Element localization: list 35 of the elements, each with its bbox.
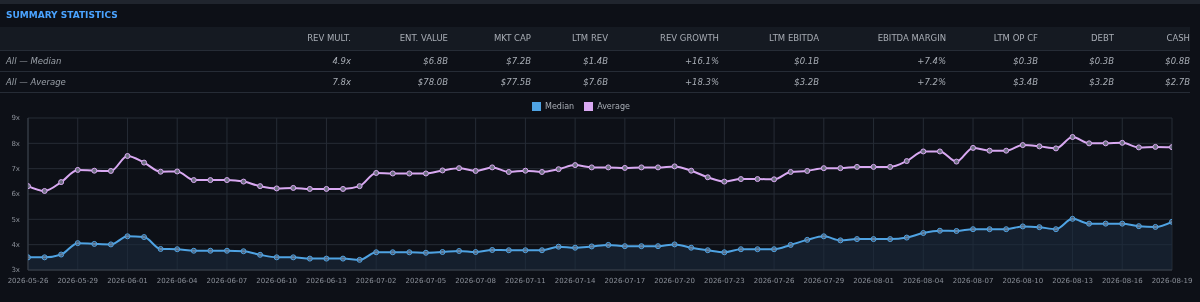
text: +7.4%: [917, 55, 946, 66]
category-label: All — Median: [6, 55, 62, 66]
text: $7.6B: [583, 76, 608, 87]
category-label: LTM REV: [571, 32, 608, 46]
text: $77.5B: [500, 76, 531, 87]
category-label: ENT. VALUE: [398, 32, 448, 46]
text: $78.0B: [417, 76, 448, 87]
legend-label: Median: [545, 102, 575, 111]
category-label: REV MULT.: [306, 32, 351, 46]
category-label: EBITDA MARGIN: [876, 32, 946, 46]
text: +16.1%: [684, 55, 719, 66]
text: $2.7B: [1165, 76, 1190, 87]
text: 4.9x: [332, 55, 351, 66]
text: $6.8B: [423, 55, 448, 66]
category-label: All — Average: [6, 76, 66, 87]
text: $0.3B: [1013, 55, 1038, 66]
text: $0.3B: [1089, 55, 1114, 66]
category-label: CASH: [1165, 32, 1190, 46]
category-label: LTM OP CF: [992, 32, 1038, 46]
text: $3.2B: [1089, 76, 1114, 87]
text: $7.2B: [506, 55, 531, 66]
text: $3.4B: [1013, 76, 1038, 87]
legend-label: Average: [597, 102, 630, 111]
text: $0.1B: [794, 55, 819, 66]
text: $1.4B: [583, 55, 608, 66]
text: +18.3%: [684, 76, 719, 87]
text: SUMMARY STATISTICS: [5, 9, 119, 22]
text: $3.2B: [794, 76, 819, 87]
category-label: LTM EBITDA: [768, 32, 819, 46]
text: $0.8B: [1165, 55, 1190, 66]
category-label: REV GROWTH: [659, 32, 719, 46]
category-label: MKT CAP: [492, 32, 531, 46]
category-label: DEBT: [1090, 32, 1114, 46]
text: +7.2%: [917, 76, 946, 87]
text: 7.8x: [332, 76, 351, 87]
